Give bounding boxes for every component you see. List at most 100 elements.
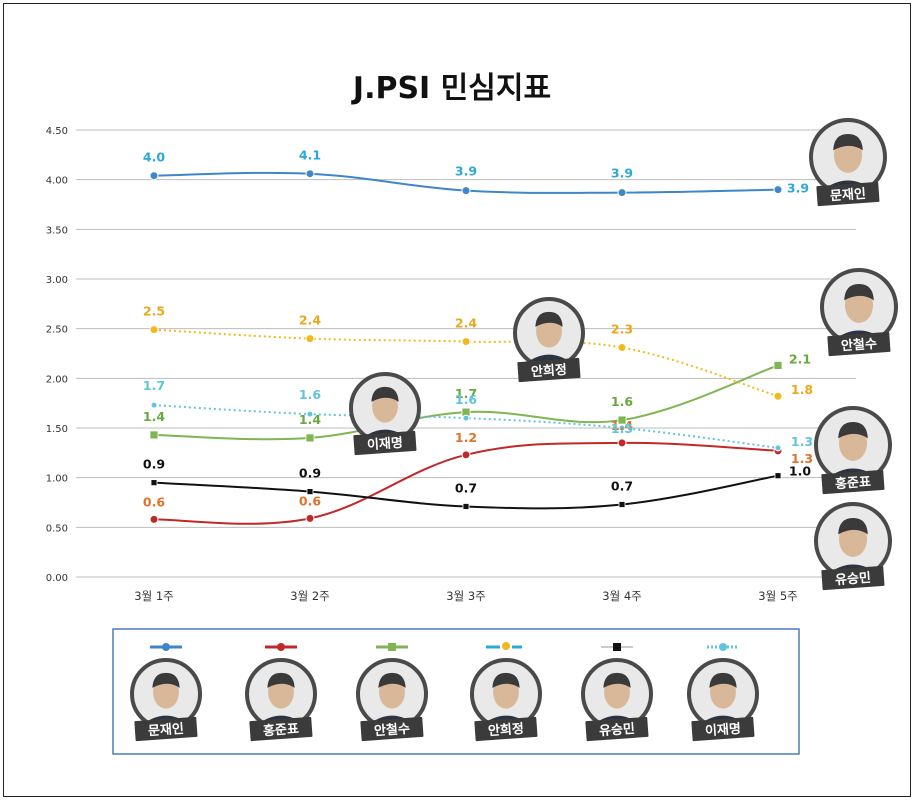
data-point <box>773 185 783 195</box>
name-tag-bg <box>249 716 313 742</box>
data-point <box>462 414 470 422</box>
name-tag-label: 문재인 <box>148 721 185 739</box>
x-tick-label: 3월 2주 <box>290 589 329 603</box>
name-tag: 이재명 <box>691 716 755 742</box>
portrait-hair <box>844 284 874 301</box>
name-tag-bg <box>827 331 891 357</box>
portrait-hair <box>371 386 399 402</box>
legend-item-유승민: 유승민 <box>581 643 653 742</box>
name-tag-label: 안철수 <box>841 336 878 354</box>
y-tick-label: 3.00 <box>46 275 68 286</box>
data-label: 1.4 <box>611 418 633 433</box>
name-tag: 홍준표 <box>249 716 313 742</box>
portrait-hair <box>152 672 180 688</box>
name-tag-label: 이재명 <box>705 721 742 739</box>
name-tag: 유승민 <box>585 716 649 742</box>
name-tag: 유승민 <box>821 565 885 591</box>
data-point <box>305 334 315 344</box>
data-label: 1.4 <box>143 409 165 424</box>
data-point <box>461 186 471 196</box>
y-tick-label: 4.00 <box>46 176 68 187</box>
data-point <box>462 503 470 510</box>
data-point <box>617 188 627 198</box>
series-markers <box>149 169 783 524</box>
portrait-hair <box>535 311 563 327</box>
data-label: 2.1 <box>789 351 811 366</box>
data-point <box>461 337 471 347</box>
name-tag-label: 홍준표 <box>835 474 872 492</box>
name-tag-label: 이재명 <box>367 435 404 453</box>
data-point <box>305 433 315 443</box>
gridlines <box>76 129 856 578</box>
y-tick-label: 1.00 <box>46 474 68 485</box>
y-tick-label: 2.00 <box>46 374 68 385</box>
chart-title: J.PSI 민심지표 <box>351 71 551 106</box>
y-tick-label: 3.50 <box>46 225 68 236</box>
data-label: 1.3 <box>791 451 813 466</box>
legend-box <box>112 628 800 755</box>
name-tag: 안철수 <box>360 716 424 742</box>
data-label: 1.7 <box>143 378 165 393</box>
portrait-이재명: 이재명 <box>349 372 421 456</box>
data-point <box>149 171 159 181</box>
data-label: 0.6 <box>143 494 165 509</box>
x-tick-label: 3월 5주 <box>758 589 797 603</box>
data-label: 1.6 <box>611 394 633 409</box>
data-label: 3.9 <box>455 164 477 179</box>
portrait-유승민: 유승민 <box>581 658 653 742</box>
name-tag: 안희정 <box>517 357 581 383</box>
data-label: 0.9 <box>143 457 165 472</box>
name-tag: 문재인 <box>816 181 880 207</box>
name-tag-bg <box>134 716 198 742</box>
series-line-이재명 <box>153 404 779 449</box>
portrait-문재인: 문재인 <box>130 658 202 742</box>
legend-item-안철수: 안철수 <box>356 643 428 742</box>
series-line-안희정 <box>153 328 779 398</box>
name-tag-bg <box>691 716 755 742</box>
name-tag-label: 안철수 <box>374 721 411 739</box>
name-tag-label: 유승민 <box>599 721 636 739</box>
y-tick-label: 0.50 <box>46 523 68 534</box>
data-label: 4.1 <box>299 148 321 163</box>
data-label: 2.5 <box>143 304 165 319</box>
x-tick-label: 3월 1주 <box>134 589 173 603</box>
data-label: 0.7 <box>455 480 477 495</box>
legend-marker <box>719 643 727 651</box>
y-tick-label: 1.50 <box>46 424 68 435</box>
name-tag-label: 유승민 <box>835 570 872 588</box>
data-label: 0.9 <box>299 466 321 481</box>
data-point <box>618 501 626 508</box>
name-tag-bg <box>821 565 885 591</box>
name-tag-label: 안희정 <box>488 721 525 739</box>
data-point <box>149 514 159 524</box>
legend-marker <box>502 642 510 650</box>
y-tick-label: 0.00 <box>46 573 68 584</box>
name-tag-bg <box>517 357 581 383</box>
data-point <box>617 343 627 353</box>
data-label: 1.5 <box>611 421 633 436</box>
data-point <box>305 513 315 523</box>
portrait-이재명: 이재명 <box>687 658 759 742</box>
name-tag-bg <box>353 430 417 456</box>
x-axis: 3월 1주 3월 2주 3월 3주 3월 4주 3월 5주 <box>134 589 797 603</box>
data-label: 1.6 <box>455 392 477 407</box>
data-label: 2.4 <box>455 316 477 331</box>
legend-marker <box>277 643 285 651</box>
portrait-hair <box>833 134 863 151</box>
legend-item-문재인: 문재인 <box>130 643 202 742</box>
name-tag: 안희정 <box>474 716 538 742</box>
portrait-홍준표: 홍준표 <box>245 658 317 742</box>
portrait-안철수: 안철수 <box>356 658 428 742</box>
data-point <box>773 361 783 370</box>
data-label: 0.7 <box>611 478 633 493</box>
data-point <box>306 410 314 418</box>
name-tag-bg <box>474 716 538 742</box>
data-label: 3.9 <box>611 166 633 181</box>
portrait-hair <box>492 672 520 688</box>
portrait-hair <box>838 518 868 535</box>
series-lines <box>153 171 779 525</box>
name-tag: 안철수 <box>827 331 891 357</box>
data-label: 2.3 <box>611 322 633 337</box>
